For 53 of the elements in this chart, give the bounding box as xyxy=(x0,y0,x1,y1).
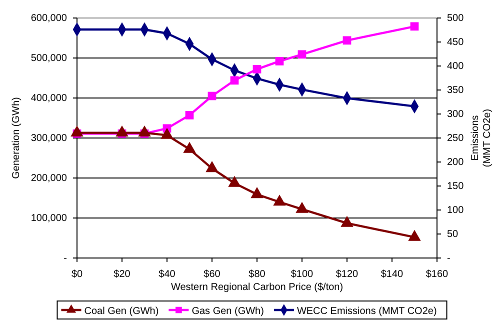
y-tick-label: 300,000 xyxy=(30,133,68,144)
y2-tick-label: 300 xyxy=(447,109,464,120)
y2-tick-label: 400 xyxy=(447,61,464,72)
point xyxy=(342,36,352,45)
point xyxy=(116,125,128,136)
y2-tick-label: 100 xyxy=(447,205,464,216)
y2-tick-label: 150 xyxy=(447,181,464,192)
point xyxy=(273,194,286,206)
point xyxy=(206,161,218,172)
y-tick-label: 600,000 xyxy=(30,13,68,24)
point xyxy=(160,128,174,139)
point xyxy=(208,92,216,100)
point xyxy=(70,125,84,136)
y-tick-label: 100,000 xyxy=(30,213,68,224)
y2-tick-label: 450 xyxy=(447,37,464,48)
point xyxy=(410,22,419,31)
x-tick-label: $120 xyxy=(336,269,359,280)
y2-tick-label: 500 xyxy=(447,13,464,24)
y2-tick-label: 50 xyxy=(447,229,459,240)
legend-label: WECC Emissions (MMT CO2e) xyxy=(296,306,437,317)
point xyxy=(138,125,151,136)
y2-tick-label: 350 xyxy=(447,85,464,96)
point xyxy=(228,176,241,187)
y-tick-label: 500,000 xyxy=(30,53,68,64)
y2-tick-label: 250 xyxy=(447,133,464,144)
point xyxy=(275,57,284,66)
legend-label: Coal Gen (GWh) xyxy=(84,306,159,317)
y-axis-title: Generation (GWh) xyxy=(11,97,22,179)
point xyxy=(230,76,239,85)
y-tick-label: - xyxy=(64,253,67,264)
x-axis-title: Western Regional Carbon Price ($/ton) xyxy=(170,282,344,293)
point xyxy=(296,202,308,213)
x-tick-label: $60 xyxy=(204,269,221,280)
x-tick-label: $140 xyxy=(380,269,404,280)
y2-tick-label: 200 xyxy=(447,157,464,168)
y2-axis-title: Emissions (MMT CO2e) xyxy=(470,108,493,168)
point xyxy=(252,65,262,74)
x-tick-label: $80 xyxy=(248,269,266,280)
y-tick-label: 400,000 xyxy=(30,93,68,104)
x-tick-label: $20 xyxy=(114,269,131,280)
point xyxy=(298,50,306,59)
point xyxy=(250,187,264,198)
x-tick-label: $0 xyxy=(71,269,83,280)
point xyxy=(185,111,194,120)
y-tick-label: 200,000 xyxy=(30,173,68,184)
point xyxy=(340,216,354,227)
legend-label: Gas Gen (GWh) xyxy=(192,306,264,317)
x-tick-label: $100 xyxy=(290,269,314,280)
x-tick-label: $160 xyxy=(426,269,449,280)
y2-tick-label: - xyxy=(447,253,450,264)
x-tick-label: $40 xyxy=(158,269,176,280)
point xyxy=(183,142,196,153)
point xyxy=(408,230,421,241)
